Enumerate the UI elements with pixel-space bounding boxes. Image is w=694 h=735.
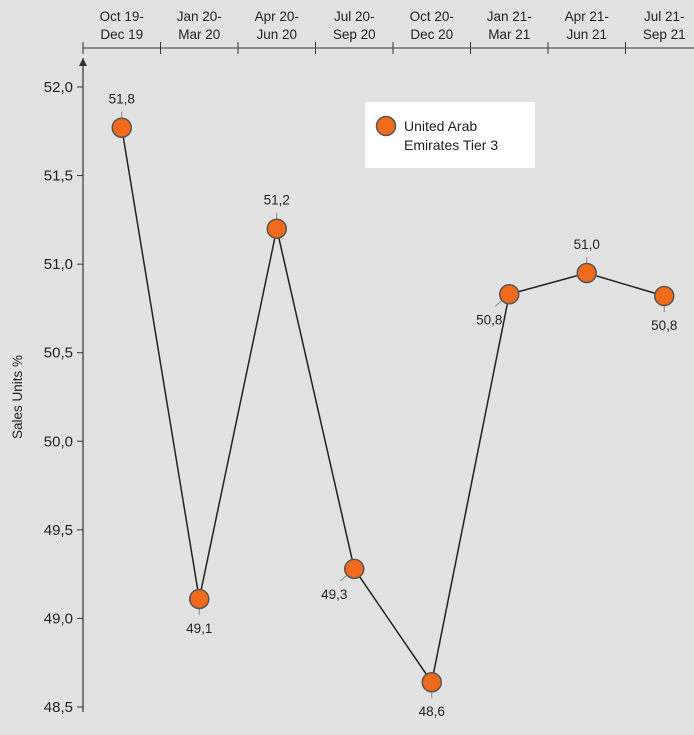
- x-tick-label-line2: Mar 21: [488, 27, 530, 42]
- x-tick-label-line1: Apr 20-: [255, 9, 299, 24]
- x-tick-label-line2: Sep 20: [333, 27, 376, 42]
- axes: [79, 47, 694, 712]
- x-tick-label-line2: Dec 19: [100, 27, 143, 42]
- y-axis-arrow: [79, 58, 87, 66]
- y-tick-label: 51,0: [44, 256, 73, 273]
- x-tick-label-line1: Jul 20-: [334, 9, 375, 24]
- legend-label-line2: Emirates Tier 3: [404, 137, 498, 153]
- series-group: 51,8 49,1 51,2 49,3 48,6 50,8 51,0 50,8: [109, 92, 678, 719]
- legend: United Arab Emirates Tier 3: [365, 102, 535, 168]
- y-tick-label: 52,0: [44, 79, 73, 96]
- x-tick-label-line1: Jan 21-: [487, 9, 532, 24]
- data-label: 49,3: [321, 587, 347, 602]
- data-point: [189, 588, 210, 610]
- data-point: [499, 284, 520, 305]
- x-tick-label-line1: Jul 21-: [644, 9, 685, 24]
- data-point: [576, 262, 597, 284]
- y-tick-label: 48,5: [44, 699, 73, 716]
- series-line: [121, 127, 665, 685]
- data-point: [654, 285, 675, 307]
- data-point: [421, 671, 442, 693]
- legend-label-line1: United Arab: [404, 118, 477, 134]
- y-tick-label: 51,5: [44, 168, 73, 185]
- data-label: 49,1: [186, 621, 212, 636]
- y-tick-label: 49,5: [44, 522, 73, 539]
- x-axis-ticks: Oct 19- Dec 19 Jan 20- Mar 20 Apr 20- Jun 20 J…: [82, 9, 686, 54]
- y-tick-label: 49,0: [44, 610, 73, 627]
- data-point: [266, 218, 287, 239]
- data-label: 50,8: [651, 318, 677, 333]
- y-axis-title: Sales Units %: [10, 355, 25, 439]
- x-tick-label-line2: Dec 20: [410, 27, 453, 42]
- legend-marker: [375, 115, 397, 137]
- data-point: [111, 117, 132, 138]
- data-label: 48,6: [419, 704, 445, 719]
- data-label: 50,8: [476, 312, 502, 327]
- x-tick-label-line2: Jun 20: [256, 27, 297, 42]
- data-label: 51,8: [109, 92, 135, 107]
- x-tick-label-line1: Apr 21-: [565, 9, 609, 24]
- x-tick-label-line1: Oct 20-: [410, 9, 454, 24]
- y-tick-label: 50,5: [44, 345, 73, 362]
- x-tick-label-line1: Oct 19-: [100, 9, 144, 24]
- legend-box: [365, 102, 535, 168]
- data-label: 51,0: [574, 237, 600, 252]
- y-axis-ticks: 48,5 49,0 49,5 50,0 50,5 51,0 51,5 52,0: [44, 79, 83, 716]
- x-tick-label-line2: Sep 21: [643, 27, 686, 42]
- y-tick-label: 50,0: [44, 433, 73, 450]
- data-label: 51,2: [264, 193, 290, 208]
- x-tick-label-line1: Jan 20-: [177, 9, 222, 24]
- x-tick-label-line2: Jun 21: [566, 27, 607, 42]
- data-point: [344, 558, 365, 580]
- x-tick-label-line2: Mar 20: [178, 27, 220, 42]
